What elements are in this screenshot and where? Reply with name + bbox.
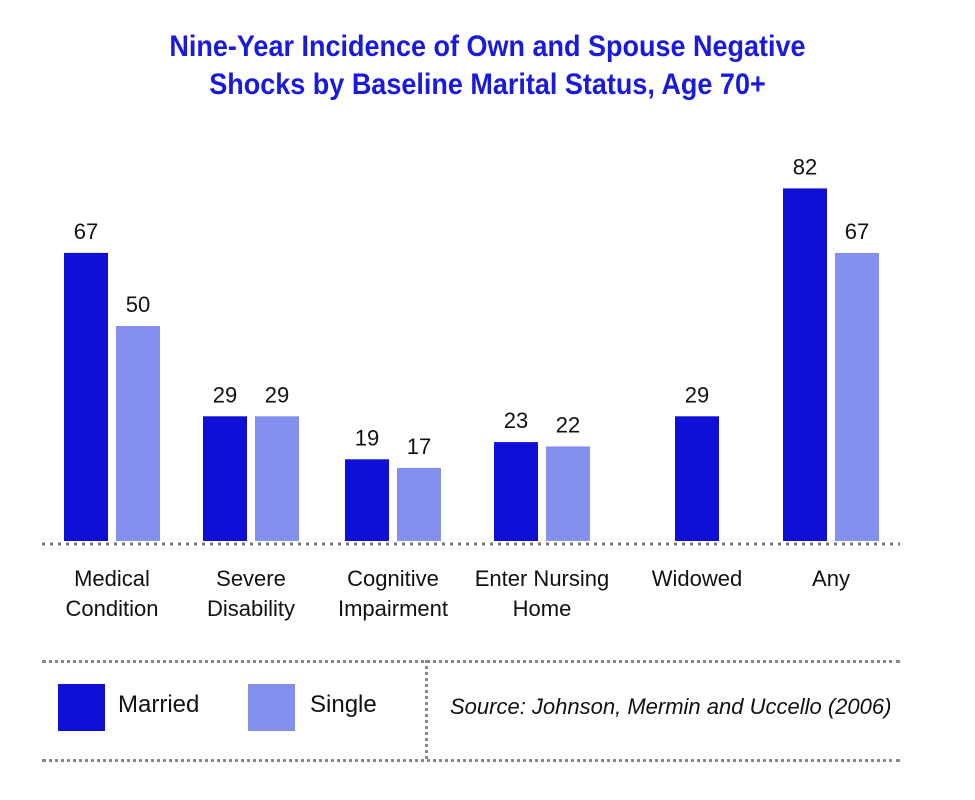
bar-severe-disability-married xyxy=(203,416,247,541)
legend-box xyxy=(42,660,900,762)
labels-layer: 67 50 Medical Condition 29 29 Severe Disability… xyxy=(66,154,870,621)
data-label-cognitive-impairment-married: 19 xyxy=(355,425,379,450)
x-tick-label-medical-condition-line-1: Medical xyxy=(74,566,150,591)
bar-chart: 67 50 Medical Condition 29 29 Severe Disability… xyxy=(42,154,900,621)
bar-cognitive-impairment-single xyxy=(397,467,441,541)
x-tick-label-medical-condition-line-2: Condition xyxy=(66,596,159,621)
chart-title: Nine-Year Incidence of Own and Spouse Ne… xyxy=(49,28,927,104)
data-label-medical-condition-married: 67 xyxy=(74,219,98,244)
x-tick-label-severe-disability-line-1: Severe xyxy=(216,566,286,591)
data-label-any-single: 67 xyxy=(845,219,869,244)
x-tick-label-enter-nursing-home-line-2: Home xyxy=(513,596,572,621)
legend-label-married: Married xyxy=(118,691,200,718)
data-label-severe-disability-single: 29 xyxy=(265,382,289,407)
legend-swatch-married xyxy=(58,684,105,731)
bar-enter-nursing-home-single xyxy=(546,446,590,541)
bars-layer xyxy=(64,188,879,541)
legend-divider xyxy=(425,660,428,759)
bar-any-married xyxy=(783,188,827,541)
data-label-widowed-married: 29 xyxy=(685,382,709,407)
data-label-any-married: 82 xyxy=(793,154,817,179)
bar-widowed-married xyxy=(675,416,719,541)
chart-title-line-2: Shocks by Baseline Marital Status, Age 7… xyxy=(209,68,766,101)
source-note: Source: Johnson, Mermin and Uccello (200… xyxy=(450,694,892,719)
bar-enter-nursing-home-married xyxy=(494,442,538,541)
x-tick-label-enter-nursing-home-line-1: Enter Nursing xyxy=(475,566,610,591)
x-tick-label-widowed-line-1: Widowed xyxy=(652,566,742,591)
bar-severe-disability-single xyxy=(255,416,299,541)
bar-medical-condition-single xyxy=(116,326,160,541)
data-label-severe-disability-married: 29 xyxy=(213,382,237,407)
bar-cognitive-impairment-married xyxy=(345,459,389,541)
x-tick-label-severe-disability-line-2: Disability xyxy=(207,596,295,621)
data-label-medical-condition-single: 50 xyxy=(126,292,150,317)
chart-title-line-1: Nine-Year Incidence of Own and Spouse Ne… xyxy=(169,30,806,63)
data-label-enter-nursing-home-single: 22 xyxy=(556,412,580,437)
data-label-enter-nursing-home-married: 23 xyxy=(504,408,528,433)
x-tick-label-cognitive-impairment-line-2: Impairment xyxy=(338,596,448,621)
bar-medical-condition-married xyxy=(64,252,108,541)
bar-any-single xyxy=(835,252,879,541)
data-label-cognitive-impairment-single: 17 xyxy=(407,434,431,459)
x-tick-label-cognitive-impairment-line-1: Cognitive xyxy=(347,566,439,591)
legend-swatch-single xyxy=(248,684,295,731)
legend-label-single: Single xyxy=(310,691,377,718)
x-tick-label-any-line-1: Any xyxy=(812,566,850,591)
